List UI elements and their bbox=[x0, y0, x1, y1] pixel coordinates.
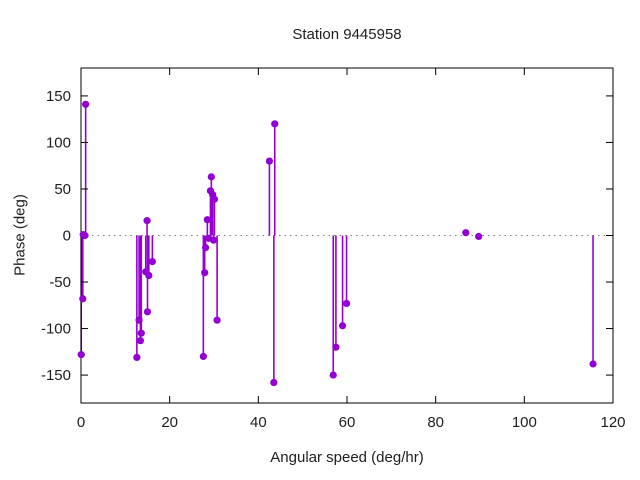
data-point bbox=[79, 295, 87, 303]
x-tick-label: 20 bbox=[161, 414, 178, 431]
x-tick-label: 40 bbox=[250, 414, 267, 431]
data-point bbox=[133, 353, 141, 362]
y-tick-label: -50 bbox=[49, 274, 71, 291]
data-point bbox=[209, 236, 218, 244]
data-point bbox=[143, 308, 152, 316]
data-point bbox=[203, 216, 211, 224]
y-tick-label: -100 bbox=[41, 321, 71, 338]
x-tick-label: 60 bbox=[339, 414, 356, 431]
data-point bbox=[462, 229, 470, 237]
chart-title: Station 9445958 bbox=[292, 26, 402, 43]
data-point bbox=[332, 343, 340, 351]
y-tick-label: -150 bbox=[41, 367, 71, 384]
data-point bbox=[143, 217, 151, 225]
data-point bbox=[199, 352, 207, 361]
data-point bbox=[81, 231, 89, 240]
data-point bbox=[207, 173, 215, 181]
data-point bbox=[329, 371, 337, 379]
data-point bbox=[210, 195, 219, 203]
y-tick-label: 0 bbox=[63, 228, 71, 245]
data-point bbox=[137, 329, 145, 337]
data-point bbox=[589, 360, 597, 368]
y-tick-label: 50 bbox=[54, 181, 71, 198]
x-tick-label: 100 bbox=[512, 414, 537, 431]
data-point bbox=[145, 271, 153, 280]
data-point bbox=[77, 351, 85, 359]
x-tick-label: 0 bbox=[77, 414, 85, 431]
data-point bbox=[201, 243, 210, 252]
data-point bbox=[82, 100, 90, 108]
data-point bbox=[342, 299, 351, 308]
y-tick-label: 150 bbox=[46, 88, 71, 105]
data-point bbox=[338, 322, 347, 330]
y-tick-label: 100 bbox=[46, 134, 71, 151]
data-point bbox=[265, 157, 274, 165]
x-tick-label: 120 bbox=[600, 414, 625, 431]
data-point bbox=[475, 232, 483, 241]
data-point bbox=[270, 378, 278, 387]
data-point bbox=[213, 316, 221, 324]
x-axis-label: Angular speed (deg/hr) bbox=[270, 449, 424, 466]
data-point bbox=[271, 120, 279, 128]
x-tick-label: 80 bbox=[427, 414, 444, 431]
data-point bbox=[201, 269, 209, 277]
data-point bbox=[136, 337, 145, 345]
data-point bbox=[135, 316, 143, 324]
data-point bbox=[148, 257, 156, 266]
